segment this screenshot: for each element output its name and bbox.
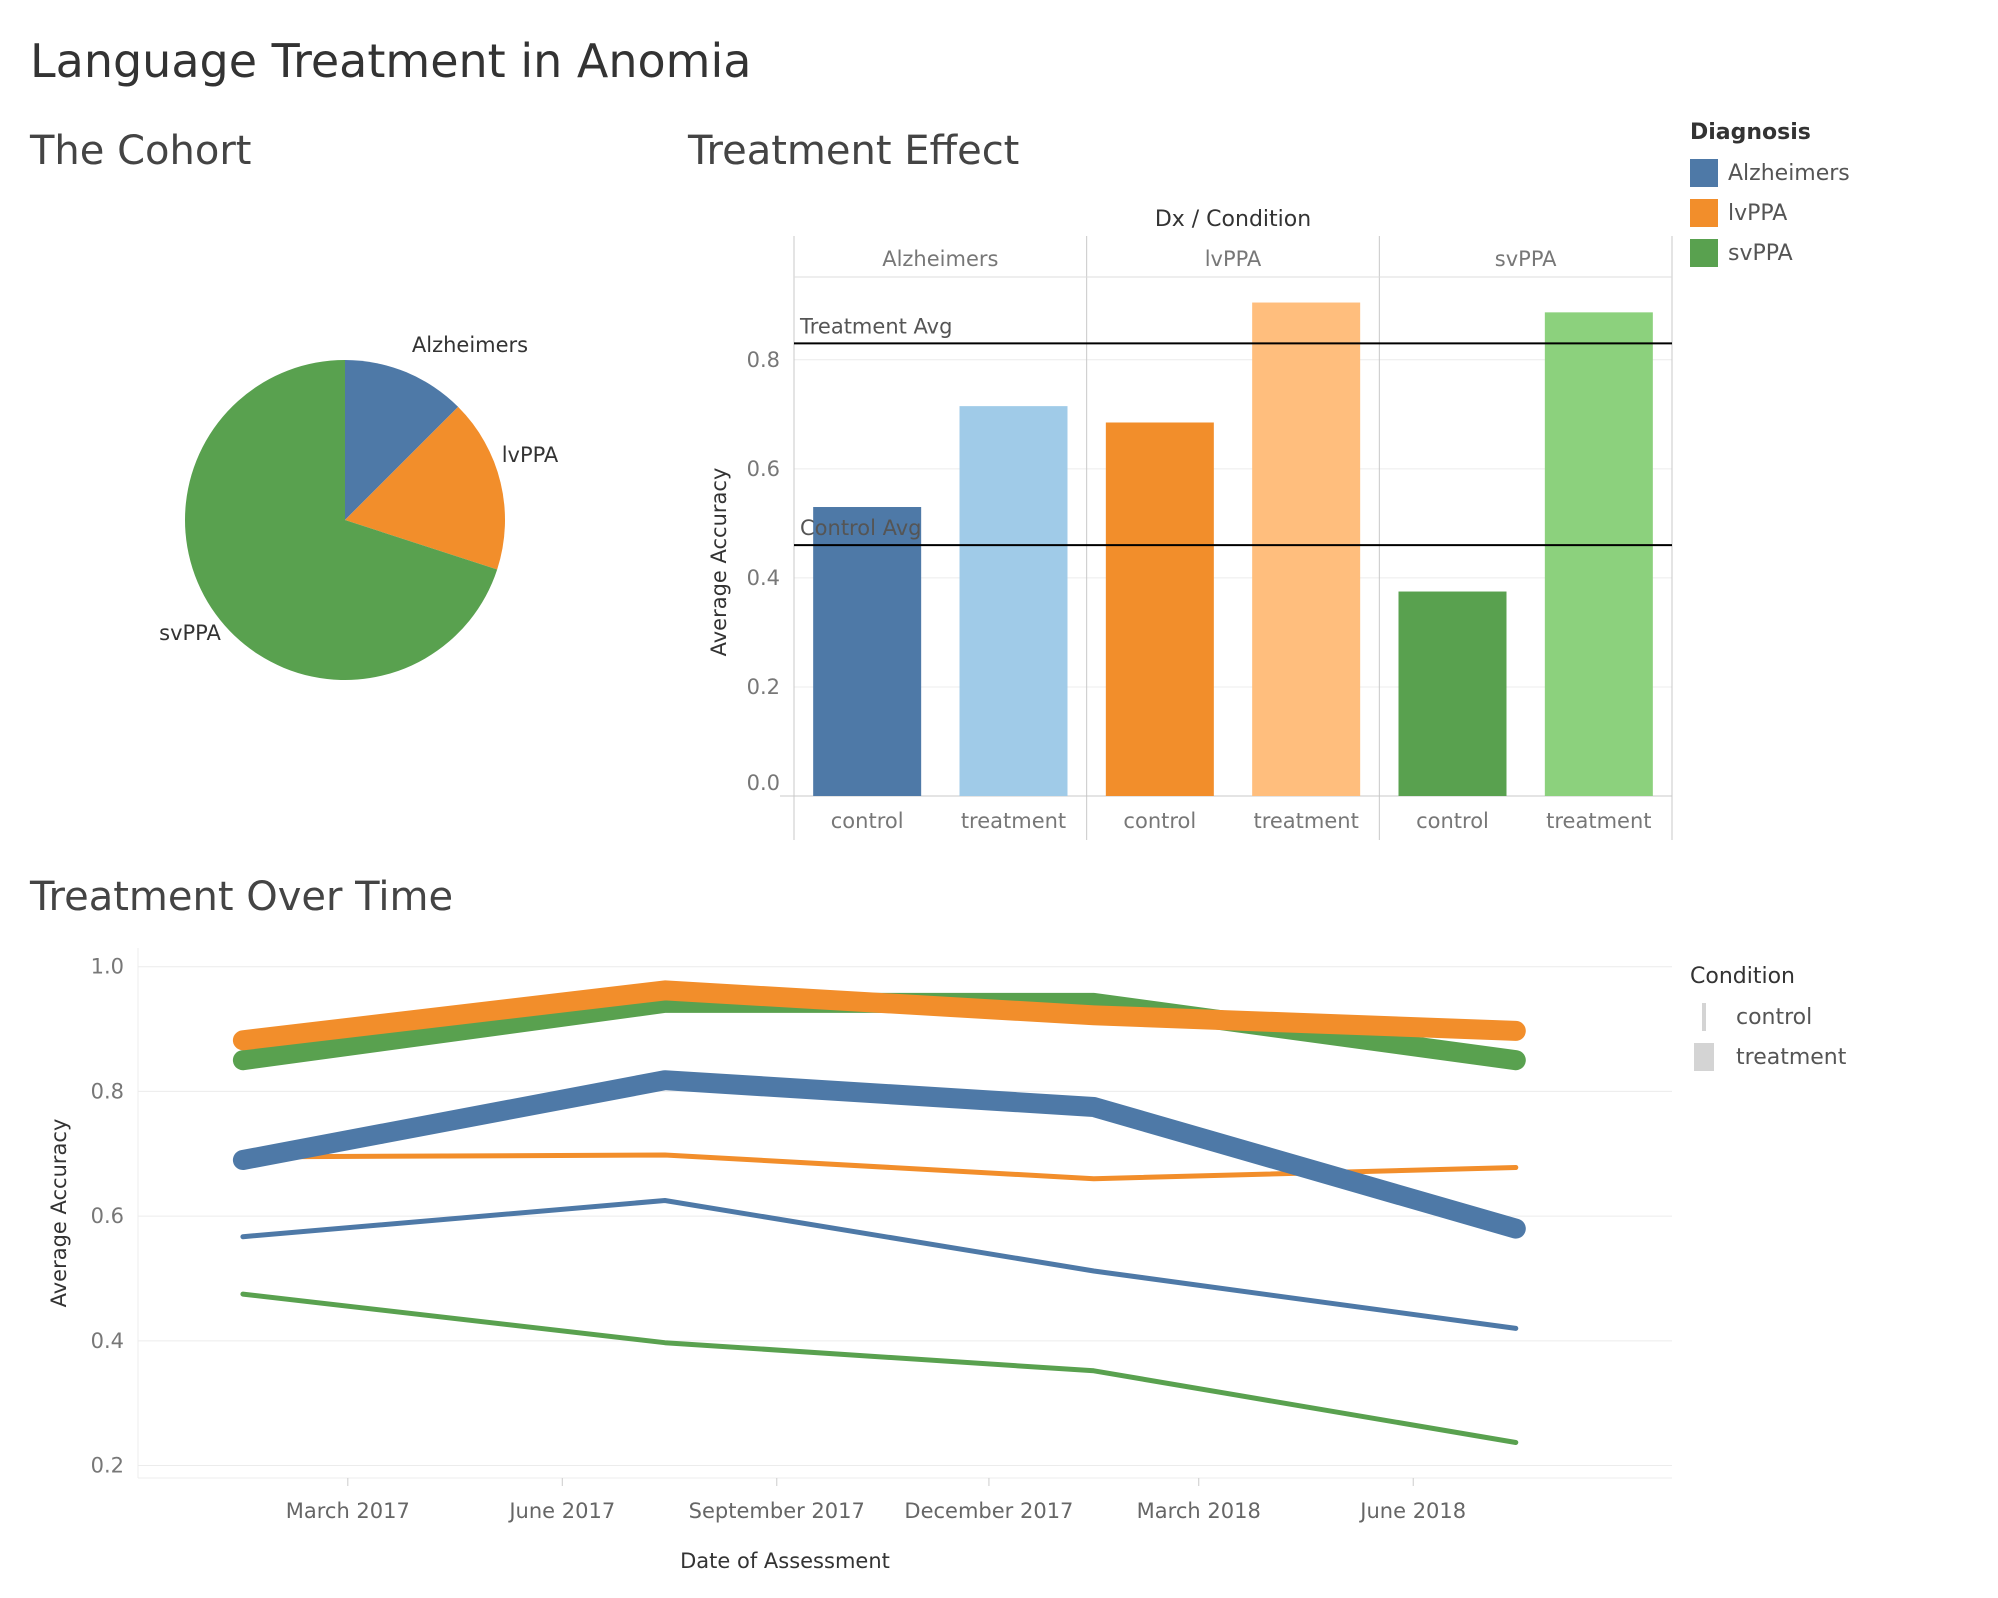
pie-label: lvPPA — [502, 443, 559, 467]
alzheimers-swatch — [1690, 159, 1718, 187]
y-tick-label: 0.8 — [747, 348, 780, 372]
lvppa-swatch — [1690, 199, 1718, 227]
line-lvppa-treatment — [232, 980, 1526, 1051]
y-tick-label: 0.6 — [91, 1204, 124, 1228]
pie-label: Alzheimers — [412, 333, 528, 357]
y-tick-label: 0.4 — [91, 1329, 124, 1353]
legend-label: treatment — [1736, 1044, 1847, 1070]
x-tick-label: treatment — [961, 809, 1066, 833]
x-tick-label: treatment — [1546, 809, 1651, 833]
x-tick-label: March 2017 — [286, 1499, 410, 1523]
line-svppa-control — [240, 1291, 1519, 1445]
x-tick-label: control — [831, 809, 904, 833]
pie-slice-svppa — [185, 360, 498, 680]
treatment-over-time-line-chart: 0.2 0.4 0.6 0.8 1.0 Average Accuracy March 201… — [47, 948, 1672, 1573]
pie-label: svPPA — [159, 621, 221, 645]
time-section-title: Treatment Over Time — [30, 874, 454, 920]
pie-slice-lvppa — [345, 406, 505, 570]
y-tick-label: 1.0 — [91, 955, 124, 979]
x-tick-label: June 2017 — [507, 1499, 615, 1523]
panel-label: lvPPA — [1205, 247, 1262, 271]
legend-item-control[interactable]: control — [1690, 997, 1846, 1037]
bar-svppa-control — [1398, 591, 1507, 796]
x-tick-label: March 2018 — [1137, 1499, 1261, 1523]
panel-label: svPPA — [1495, 247, 1557, 271]
x-tick-label: control — [1416, 809, 1489, 833]
bar-lvppa-control — [1105, 422, 1214, 796]
diagnosis-legend: Diagnosis Alzheimers lvPPA svPPA — [1690, 120, 1850, 273]
reference-line-label: Control Avg — [800, 516, 921, 540]
diagnosis-legend-title: Diagnosis — [1690, 120, 1811, 145]
legend-label: lvPPA — [1728, 200, 1788, 226]
bar-svppa-treatment — [1544, 312, 1653, 796]
y-tick-label: 0.2 — [747, 675, 780, 699]
legend-label: control — [1736, 1004, 1813, 1030]
x-axis-title: Date of Assessment — [680, 1549, 890, 1573]
bar-chart-header: Dx / Condition — [1155, 207, 1311, 232]
page-title: Language Treatment in Anomia — [30, 34, 752, 88]
cohort-section-title: The Cohort — [30, 128, 252, 174]
x-tick-label: December 2017 — [904, 1499, 1073, 1523]
condition-legend: Condition control treatment — [1690, 964, 1846, 1077]
legend-item-svppa[interactable]: svPPA — [1690, 233, 1850, 273]
bar-alzheimers-treatment — [959, 406, 1068, 796]
bar-alzheimers-control — [813, 507, 922, 796]
bar-lvppa-treatment — [1252, 302, 1361, 796]
panel-label: Alzheimers — [882, 247, 998, 271]
line-alzheimers-treatment — [232, 1070, 1526, 1239]
x-tick-label: June 2018 — [1358, 1499, 1466, 1523]
cohort-pie-chart: Alzheimers lvPPA svPPA — [159, 333, 559, 680]
legend-label: svPPA — [1728, 240, 1793, 266]
x-tick-label: control — [1123, 809, 1196, 833]
effect-section-title: Treatment Effect — [688, 128, 1020, 174]
legend-item-alzheimers[interactable]: Alzheimers — [1690, 153, 1850, 193]
treatment-effect-bar-chart: Dx / Condition 0.0 0.2 0.4 0.6 0.8 Average Acc… — [707, 207, 1673, 840]
x-tick-label: treatment — [1253, 809, 1358, 833]
svppa-swatch — [1690, 239, 1718, 267]
y-tick-label: 0.2 — [91, 1454, 124, 1478]
thick-line-icon — [1690, 1043, 1718, 1071]
y-tick-label: 0.8 — [91, 1079, 124, 1103]
pie-slice-alzheimers — [345, 360, 459, 520]
reference-line-label: Treatment Avg — [799, 314, 952, 338]
x-tick-label: September 2017 — [689, 1499, 865, 1523]
y-axis-title: Average Accuracy — [47, 1119, 71, 1308]
condition-legend-title: Condition — [1690, 964, 1795, 989]
legend-item-lvppa[interactable]: lvPPA — [1690, 193, 1850, 233]
line-alzheimers-control — [240, 1198, 1519, 1331]
legend-label: Alzheimers — [1728, 160, 1850, 186]
y-tick-label: 0.4 — [747, 566, 780, 590]
thin-line-icon — [1690, 1003, 1718, 1031]
y-tick-label: 0.0 — [747, 771, 780, 795]
y-axis-title: Average Accuracy — [707, 468, 731, 657]
legend-item-treatment[interactable]: treatment — [1690, 1037, 1846, 1077]
y-tick-label: 0.6 — [747, 457, 780, 481]
